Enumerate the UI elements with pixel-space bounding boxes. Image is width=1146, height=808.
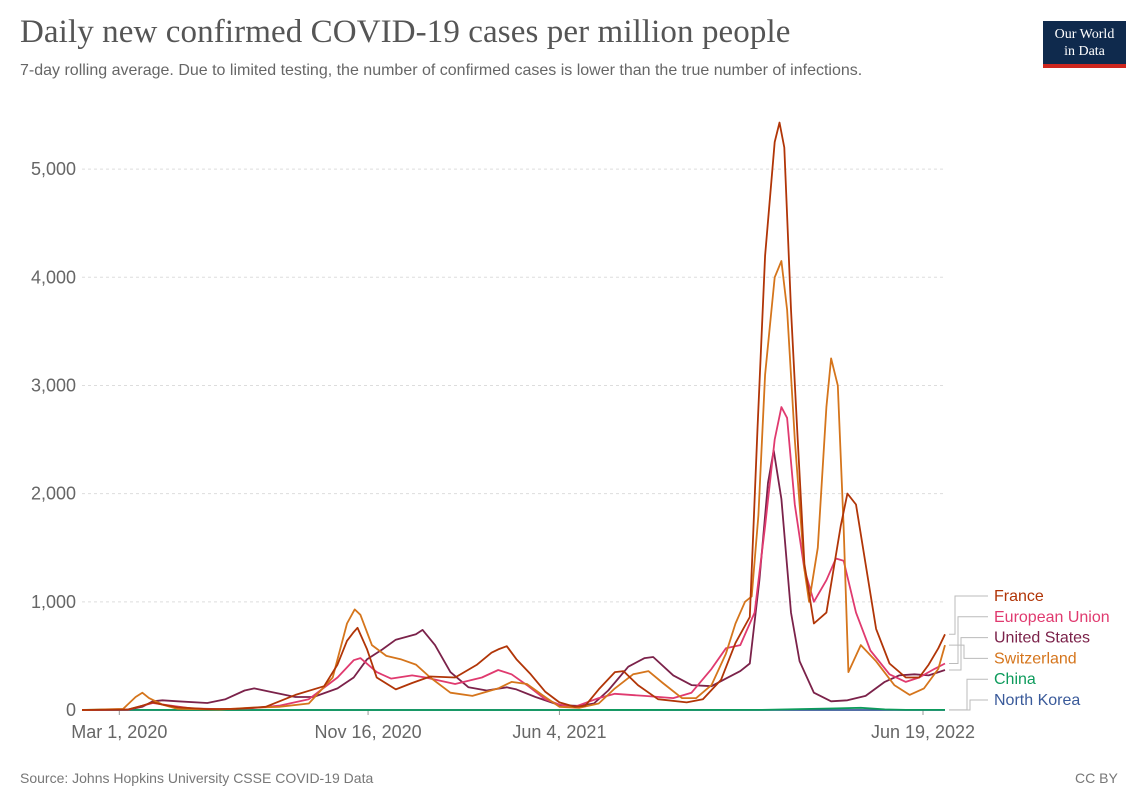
series-line-switzerland[interactable] [81, 260, 946, 711]
x-tick-label: Nov 16, 2020 [315, 722, 422, 742]
logo-line-1: Our World [1054, 27, 1115, 42]
legend-connector [949, 595, 988, 635]
series-line-united-states[interactable] [81, 449, 946, 711]
grid-lines [82, 168, 945, 603]
legend-label-european-union[interactable]: European Union [994, 609, 1110, 626]
legend-label-france[interactable]: France [994, 588, 1044, 605]
legend-connector [949, 637, 988, 671]
series-lines[interactable] [81, 121, 946, 711]
series-line-france[interactable] [81, 121, 946, 711]
y-tick-label: 3,000 [31, 375, 76, 395]
owid-logo[interactable]: Our World in Data [1043, 21, 1126, 68]
x-axis: Mar 1, 2020 Nov 16, 2020 Jun 4, 2021 Jun 19… [71, 709, 975, 742]
legend[interactable]: France European Union United States Switzer… [949, 588, 1110, 711]
legend-connector [949, 699, 988, 711]
chart-subtitle: 7-day rolling average. Due to limited te… [20, 62, 863, 79]
x-tick-label: Jun 19, 2022 [871, 722, 975, 742]
y-tick-label: 0 [66, 700, 76, 720]
legend-label-china[interactable]: China [994, 671, 1036, 688]
x-tick-label: Jun 4, 2021 [512, 722, 606, 742]
license-link[interactable]: CC BY [1075, 770, 1118, 786]
y-tick-label: 4,000 [31, 267, 76, 287]
legend-connector [949, 678, 988, 711]
y-tick-label: 5,000 [31, 159, 76, 179]
source-note[interactable]: Source: Johns Hopkins University CSSE CO… [20, 770, 374, 786]
y-tick-label: 2,000 [31, 484, 76, 504]
series-line-european-union[interactable] [81, 406, 946, 711]
legend-connector [949, 616, 988, 664]
logo-accent-bar [1043, 64, 1126, 68]
legend-connector [949, 644, 988, 659]
legend-label-united-states[interactable]: United States [994, 630, 1090, 647]
logo-line-2: in Data [1064, 44, 1105, 59]
y-tick-label: 1,000 [31, 592, 76, 612]
x-tick-label: Mar 1, 2020 [71, 722, 167, 742]
legend-label-north-korea[interactable]: North Korea [994, 692, 1080, 709]
legend-label-switzerland[interactable]: Switzerland [994, 650, 1077, 667]
y-axis: 0 1,000 2,000 3,000 4,000 5,000 [31, 159, 76, 720]
chart-title: Daily new confirmed COVID-19 cases per m… [20, 14, 791, 50]
